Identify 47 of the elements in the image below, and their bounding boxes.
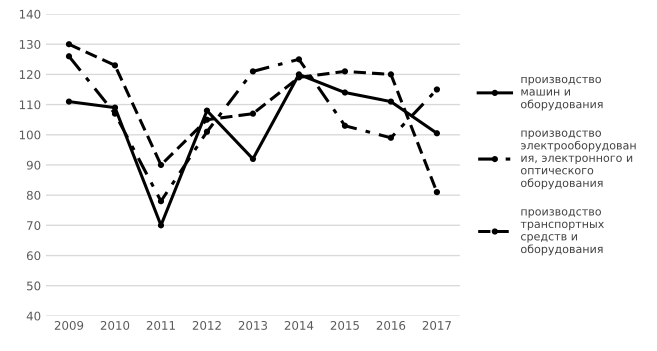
point [66,53,72,60]
point [388,98,394,105]
point [434,130,440,136]
y-tick-label: 90 [26,160,40,170]
point [158,162,164,168]
point [296,56,302,62]
y-tick-label: 60 [26,251,40,260]
point [342,122,348,129]
x-tick-label: 2009 [54,320,84,330]
x-tick-label: 2013 [238,320,268,330]
y-tick-label: 40 [26,312,40,321]
y-tick-label: 140 [20,10,40,19]
point [204,116,210,123]
y-tick-label: 50 [27,281,40,290]
y-tick-label: 80 [26,190,40,200]
point [342,68,348,75]
legend-label: производство транспортных средств и оборудования [520,209,604,256]
point [66,98,72,105]
point [342,89,348,96]
legend-label: производство электрооборудован ия, электронного и оптического оборудования [521,130,636,190]
x-tick-label: 2012 [192,320,221,330]
point [204,108,210,114]
y-tick-label: 110 [20,100,40,110]
legend-label: производство машин и оборудования [521,76,603,110]
point [66,41,72,48]
point [158,198,164,204]
x-tick-label: 2015 [330,320,359,330]
y-tick-label: 130 [20,40,40,49]
point [250,110,256,117]
point [388,71,394,78]
point [112,104,118,111]
point [158,222,164,228]
y-tick-label: 100 [20,130,40,140]
y-tick-label: 120 [20,70,40,80]
x-tick-label: 2010 [100,320,130,330]
point [388,134,394,141]
x-tick-label: 2014 [284,320,314,330]
x-tick-label: 2011 [146,320,175,330]
point [434,86,440,93]
point [250,68,256,75]
point [204,128,210,135]
x-tick-label: 2017 [422,320,451,330]
y-tick-label: 70 [27,221,40,230]
point [250,156,256,162]
point [112,62,118,68]
point [434,189,440,196]
x-tick-label: 2016 [376,320,406,330]
